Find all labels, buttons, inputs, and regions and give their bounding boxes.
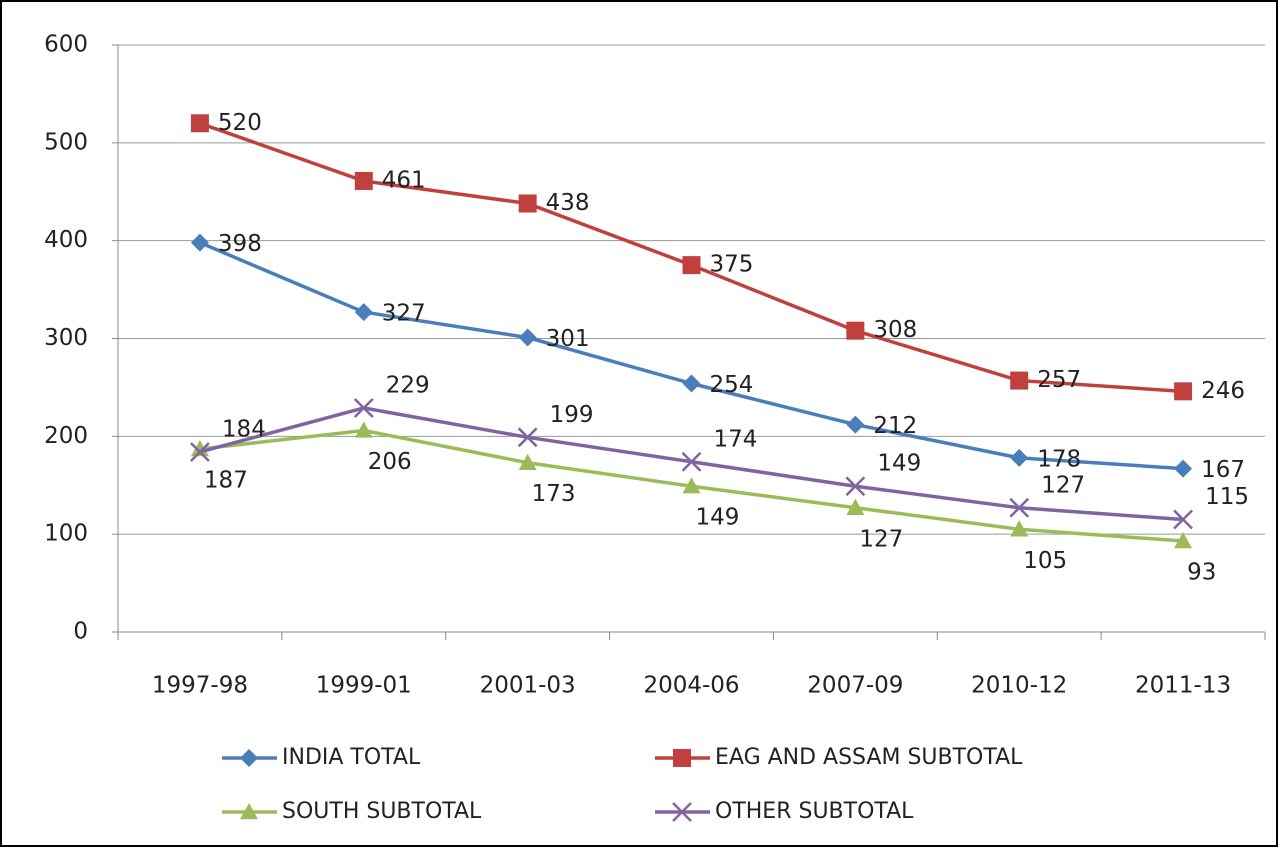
marker: [190, 114, 209, 133]
x-tick-label: 2004-06: [643, 673, 739, 699]
marker-stroke: [1009, 497, 1030, 518]
marker-stroke: [190, 442, 210, 462]
marker: [1174, 532, 1193, 549]
legend-entry: OTHER SUBTOTAL: [655, 799, 914, 824]
marker: [682, 374, 701, 393]
x-tick-label: 2010-12: [971, 673, 1067, 699]
data-label: 254: [710, 372, 754, 398]
data-label: 93: [1187, 560, 1216, 586]
data-label: 178: [1037, 446, 1081, 472]
marker-stroke: [672, 802, 692, 822]
marker-stroke: [845, 476, 866, 497]
y-tick-label: 200: [44, 423, 88, 449]
y-tick-label: 400: [44, 227, 88, 253]
marker: [682, 477, 701, 494]
marker-stroke: [517, 427, 538, 448]
x-tick-label: 2001-03: [480, 673, 576, 699]
y-tick-label: 300: [44, 325, 88, 351]
marker: [682, 256, 701, 275]
data-label: 461: [382, 167, 426, 193]
marker: [354, 171, 373, 190]
marker: [672, 802, 692, 822]
marker-stroke: [353, 398, 374, 418]
marker: [846, 321, 865, 340]
marker: [1010, 520, 1029, 537]
x-tick-label: 2007-09: [807, 673, 903, 699]
data-label: 438: [546, 190, 590, 216]
marker: [354, 303, 373, 322]
data-label: 127: [859, 526, 903, 552]
data-label: 398: [218, 231, 262, 257]
marker: [518, 194, 537, 213]
data-label: 229: [386, 372, 430, 398]
legend-label: EAG AND ASSAM SUBTOTAL: [715, 745, 1023, 770]
marker-stroke: [681, 451, 702, 472]
marker: [1009, 497, 1030, 518]
marker: [517, 427, 538, 448]
marker: [681, 451, 702, 472]
marker: [1174, 459, 1193, 478]
marker: [1010, 371, 1029, 390]
legend-entry: INDIA TOTAL: [222, 745, 421, 770]
data-label: 246: [1201, 378, 1245, 404]
data-label: 105: [1023, 548, 1067, 574]
marker: [190, 442, 210, 462]
data-label: 206: [368, 449, 412, 475]
data-label: 149: [696, 505, 740, 531]
marker: [518, 453, 537, 470]
marker: [846, 415, 865, 434]
data-label: 375: [710, 252, 754, 278]
marker: [845, 476, 866, 497]
marker: [673, 749, 691, 767]
data-label: 127: [1041, 472, 1085, 498]
data-label: 167: [1201, 457, 1245, 483]
data-label: 173: [532, 481, 576, 507]
legend-entry: SOUTH SUBTOTAL: [222, 799, 482, 824]
legend-label: INDIA TOTAL: [282, 745, 421, 770]
marker: [1174, 382, 1193, 401]
data-label: 257: [1037, 367, 1081, 393]
y-tick-label: 500: [44, 129, 88, 155]
data-label: 308: [873, 317, 917, 343]
y-tick-label: 100: [44, 521, 88, 547]
data-label: 149: [877, 451, 921, 477]
marker: [1173, 509, 1193, 530]
data-label: 184: [222, 416, 266, 442]
data-label: 174: [714, 426, 758, 452]
data-label: 520: [218, 110, 262, 136]
x-tick-label: 2011-13: [1135, 673, 1231, 699]
data-label: 187: [204, 468, 248, 494]
marker: [240, 749, 258, 767]
data-label: 327: [382, 301, 426, 327]
legend-entry: EAG AND ASSAM SUBTOTAL: [655, 745, 1023, 770]
marker: [518, 328, 537, 347]
marker-stroke: [1173, 509, 1193, 530]
data-label: 199: [550, 402, 594, 428]
marker: [190, 233, 209, 252]
legend-label: SOUTH SUBTOTAL: [282, 799, 482, 824]
x-tick-label: 1999-01: [316, 673, 412, 699]
y-tick-label: 0: [73, 619, 88, 645]
data-label: 301: [546, 326, 590, 352]
data-label: 115: [1205, 484, 1249, 510]
marker: [240, 803, 258, 820]
marker: [354, 421, 373, 438]
data-label: 212: [873, 413, 917, 439]
legend-label: OTHER SUBTOTAL: [715, 799, 914, 824]
x-tick-label: 1997-98: [152, 673, 248, 699]
marker: [1010, 448, 1029, 467]
marker: [846, 498, 865, 515]
y-tick-label: 600: [44, 32, 88, 58]
marker: [353, 398, 374, 418]
